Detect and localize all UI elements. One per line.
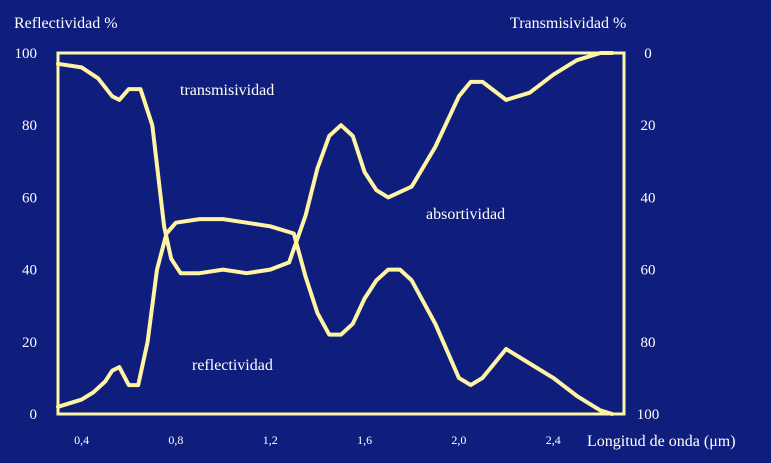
x-tick-label: 0,8 <box>168 433 183 447</box>
series-line-reflectividad <box>56 217 615 416</box>
annotation-absortividad: absortividad <box>426 206 505 223</box>
x-tick-label: 0,4 <box>74 433 89 447</box>
y-right-tick-label: 80 <box>641 335 656 351</box>
x-tick-label: 2,4 <box>546 433 561 447</box>
x-tick-labels: 0,4 0,8 1,2 1,6 2,0 2,4 <box>74 433 561 447</box>
y-left-tick-label: 60 <box>22 190 37 206</box>
y-left-tick-label: 100 <box>15 46 38 62</box>
series-line-transmisividad <box>56 51 615 276</box>
annotation-transmisividad: transmisividad <box>180 82 274 99</box>
y-right-tick-labels: 100 80 60 40 20 0 <box>637 46 660 423</box>
x-tick-label: 1,6 <box>357 433 372 447</box>
x-tick-label: 1,2 <box>263 433 278 447</box>
x-axis-title: Longitud de onda (μm) <box>587 433 736 450</box>
y-right-tick-label: 20 <box>641 118 656 134</box>
y-left-tick-labels: 0 20 40 60 80 100 <box>15 46 38 423</box>
y-left-tick-label: 40 <box>22 263 37 279</box>
y-left-tick-label: 20 <box>22 335 37 351</box>
series-layer <box>56 51 615 416</box>
y-right-tick-label: 40 <box>641 190 656 206</box>
y-left-axis-title: Reflectividad % <box>14 15 118 32</box>
y-right-tick-label: 60 <box>641 263 656 279</box>
y-right-axis-title: Transmisividad % <box>510 15 626 32</box>
y-left-tick-label: 0 <box>30 407 38 423</box>
x-tick-label: 2,0 <box>451 433 466 447</box>
annotation-reflectividad: reflectividad <box>192 357 273 374</box>
y-left-tick-label: 80 <box>22 118 37 134</box>
y-right-tick-label: 0 <box>644 46 652 62</box>
plot-frame <box>56 51 626 416</box>
y-right-tick-label: 100 <box>637 407 660 423</box>
